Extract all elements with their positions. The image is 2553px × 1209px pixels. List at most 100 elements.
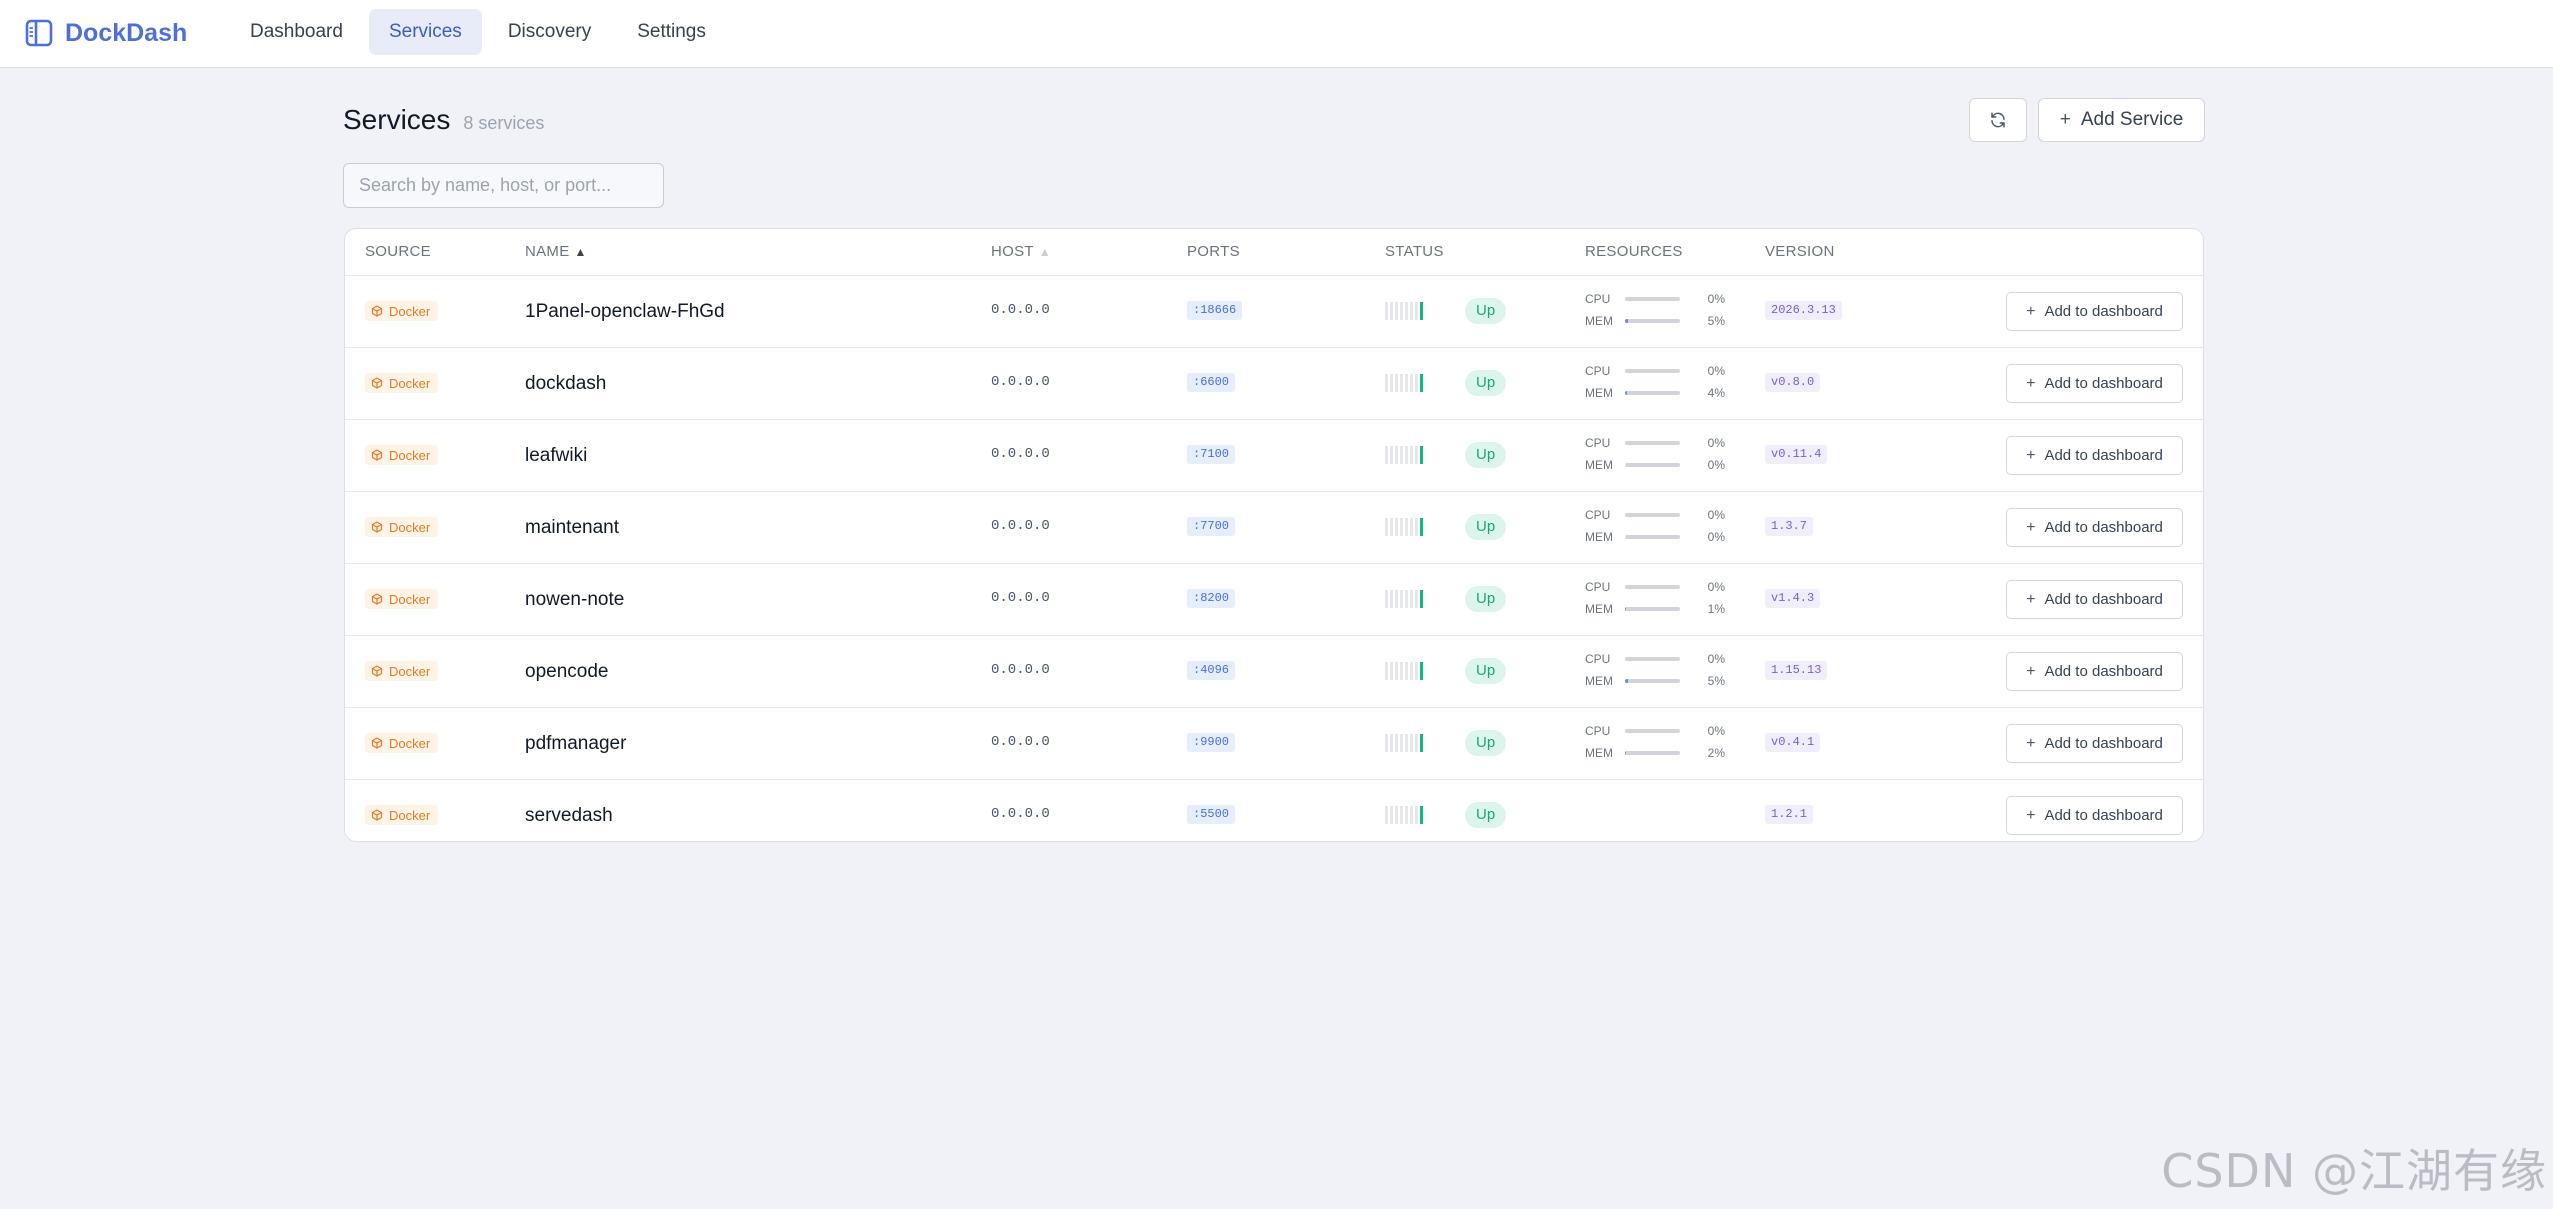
cpu-value: 0% xyxy=(1707,724,1725,738)
add-to-dashboard-button[interactable]: + Add to dashboard xyxy=(2006,508,2183,547)
status-badge: Up xyxy=(1465,514,1507,540)
status-history-bar xyxy=(1385,518,1388,536)
status-history-bar xyxy=(1395,590,1398,608)
source-label: Docker xyxy=(389,303,431,319)
add-to-dashboard-label: Add to dashboard xyxy=(2044,735,2163,752)
table-row[interactable]: Docker 1Panel-openclaw-FhGd 0.0.0.0:18666 U… xyxy=(345,276,2203,348)
status-history-bar xyxy=(1415,590,1418,608)
docker-box-icon xyxy=(371,521,383,533)
search-input[interactable] xyxy=(343,163,664,208)
service-port[interactable]: :6600 xyxy=(1187,373,1236,392)
mem-value: 5% xyxy=(1707,314,1725,328)
table-row[interactable]: Docker leafwiki 0.0.0.0:7100 Up CPU 0% MEM 0% v0… xyxy=(345,420,2203,492)
status-badge: Up xyxy=(1465,730,1507,756)
mem-label: MEM xyxy=(1585,458,1613,472)
plus-icon: + xyxy=(2026,734,2036,752)
plus-icon: + xyxy=(2026,518,2036,536)
cpu-label: CPU xyxy=(1585,580,1611,594)
service-port[interactable]: :8200 xyxy=(1187,589,1236,608)
status-history-bar xyxy=(1385,590,1388,608)
add-to-dashboard-button[interactable]: + Add to dashboard xyxy=(2006,580,2183,619)
cpu-bar xyxy=(1625,729,1680,733)
status-history-bar xyxy=(1390,374,1393,392)
add-to-dashboard-button[interactable]: + Add to dashboard xyxy=(2006,292,2183,331)
status-history-bar xyxy=(1390,446,1393,464)
add-to-dashboard-button[interactable]: + Add to dashboard xyxy=(2006,724,2183,763)
add-to-dashboard-button[interactable]: + Add to dashboard xyxy=(2006,652,2183,691)
status-history-bar xyxy=(1390,302,1393,320)
status-history-bar xyxy=(1405,302,1408,320)
status-history xyxy=(1385,446,1425,464)
brand[interactable]: DockDash xyxy=(25,18,187,48)
table-row[interactable]: Docker pdfmanager 0.0.0.0:9900 Up CPU 0% MEM 2%… xyxy=(345,708,2203,780)
docker-box-icon xyxy=(371,377,383,389)
service-port[interactable]: :7700 xyxy=(1187,517,1236,536)
status-history-bar xyxy=(1400,518,1403,536)
status-badge: Up xyxy=(1465,442,1507,468)
mem-bar xyxy=(1625,751,1680,755)
add-to-dashboard-button[interactable]: + Add to dashboard xyxy=(2006,436,2183,475)
mem-bar-fill xyxy=(1625,751,1627,755)
add-service-label: Add Service xyxy=(2080,109,2184,130)
status-history xyxy=(1385,518,1425,536)
add-to-dashboard-button[interactable]: + Add to dashboard xyxy=(2006,364,2183,403)
col-source-header[interactable]: SOURCE xyxy=(365,243,431,260)
service-port[interactable]: :9900 xyxy=(1187,733,1236,752)
status-history-bar xyxy=(1400,302,1403,320)
status-history-bar xyxy=(1415,446,1418,464)
col-name-header[interactable]: NAME ▲ xyxy=(525,243,587,260)
nav-settings[interactable]: Settings xyxy=(637,21,706,42)
dockdash-logo-icon xyxy=(25,19,53,47)
status-history-bar xyxy=(1405,806,1408,824)
status-history-bar xyxy=(1415,734,1418,752)
status-history-bar xyxy=(1405,590,1408,608)
service-port[interactable]: :5500 xyxy=(1187,805,1236,824)
add-to-dashboard-button[interactable]: + Add to dashboard xyxy=(2006,796,2183,835)
docker-box-icon xyxy=(371,809,383,821)
status-history-bar xyxy=(1395,734,1398,752)
source-badge: Docker xyxy=(365,445,439,465)
status-history-bar xyxy=(1390,590,1393,608)
status-history xyxy=(1385,806,1425,824)
nav-services[interactable]: Services xyxy=(368,9,482,55)
status-history-bar xyxy=(1410,734,1413,752)
status-history xyxy=(1385,734,1425,752)
add-service-button[interactable]: + Add Service xyxy=(2038,98,2205,142)
refresh-button[interactable] xyxy=(1969,98,2027,142)
table-row[interactable]: Docker nowen-note 0.0.0.0:8200 Up CPU 0% MEM 1%… xyxy=(345,564,2203,636)
table-row[interactable]: Docker maintenant 0.0.0.0:7700 Up CPU 0% MEM 0%… xyxy=(345,492,2203,564)
table-row[interactable]: Docker dockdash 0.0.0.0:6600 Up CPU 0% MEM 4% v0… xyxy=(345,348,2203,420)
service-name: leafwiki xyxy=(525,445,588,466)
source-badge: Docker xyxy=(365,373,439,393)
nav-discovery[interactable]: Discovery xyxy=(507,21,592,42)
service-host: 0.0.0.0 xyxy=(991,806,1050,822)
table-row[interactable]: Docker opencode 0.0.0.0:4096 Up CPU 0% MEM 5% 1.… xyxy=(345,636,2203,708)
service-port[interactable]: :4096 xyxy=(1187,661,1236,680)
add-to-dashboard-label: Add to dashboard xyxy=(2044,519,2163,536)
service-host: 0.0.0.0 xyxy=(991,662,1050,678)
source-label: Docker xyxy=(389,735,431,751)
status-history-bar xyxy=(1420,302,1423,320)
cpu-label: CPU xyxy=(1585,364,1611,378)
table-row[interactable]: Docker servedash 0.0.0.0:5500 Up 1.2.1 + Add t… xyxy=(345,780,2203,841)
mem-label: MEM xyxy=(1585,602,1613,616)
mem-bar xyxy=(1625,535,1680,539)
status-history-bar xyxy=(1410,302,1413,320)
col-host-header[interactable]: HOST ▲ xyxy=(991,243,1052,260)
nav-dashboard[interactable]: Dashboard xyxy=(250,21,343,42)
col-version-header: VERSION xyxy=(1765,243,1835,260)
add-to-dashboard-label: Add to dashboard xyxy=(2044,375,2163,392)
mem-bar xyxy=(1625,679,1680,683)
add-to-dashboard-label: Add to dashboard xyxy=(2044,591,2163,608)
add-to-dashboard-label: Add to dashboard xyxy=(2044,663,2163,680)
status-history-bar xyxy=(1395,374,1398,392)
service-name: maintenant xyxy=(525,517,620,538)
status-history-bar xyxy=(1395,446,1398,464)
service-name: dockdash xyxy=(525,373,607,394)
service-name: pdfmanager xyxy=(525,733,627,754)
version-badge: 1.3.7 xyxy=(1765,517,1814,536)
version-badge: v0.11.4 xyxy=(1765,445,1828,464)
status-history-bar xyxy=(1400,374,1403,392)
service-port[interactable]: :18666 xyxy=(1187,301,1243,320)
service-port[interactable]: :7100 xyxy=(1187,445,1236,464)
